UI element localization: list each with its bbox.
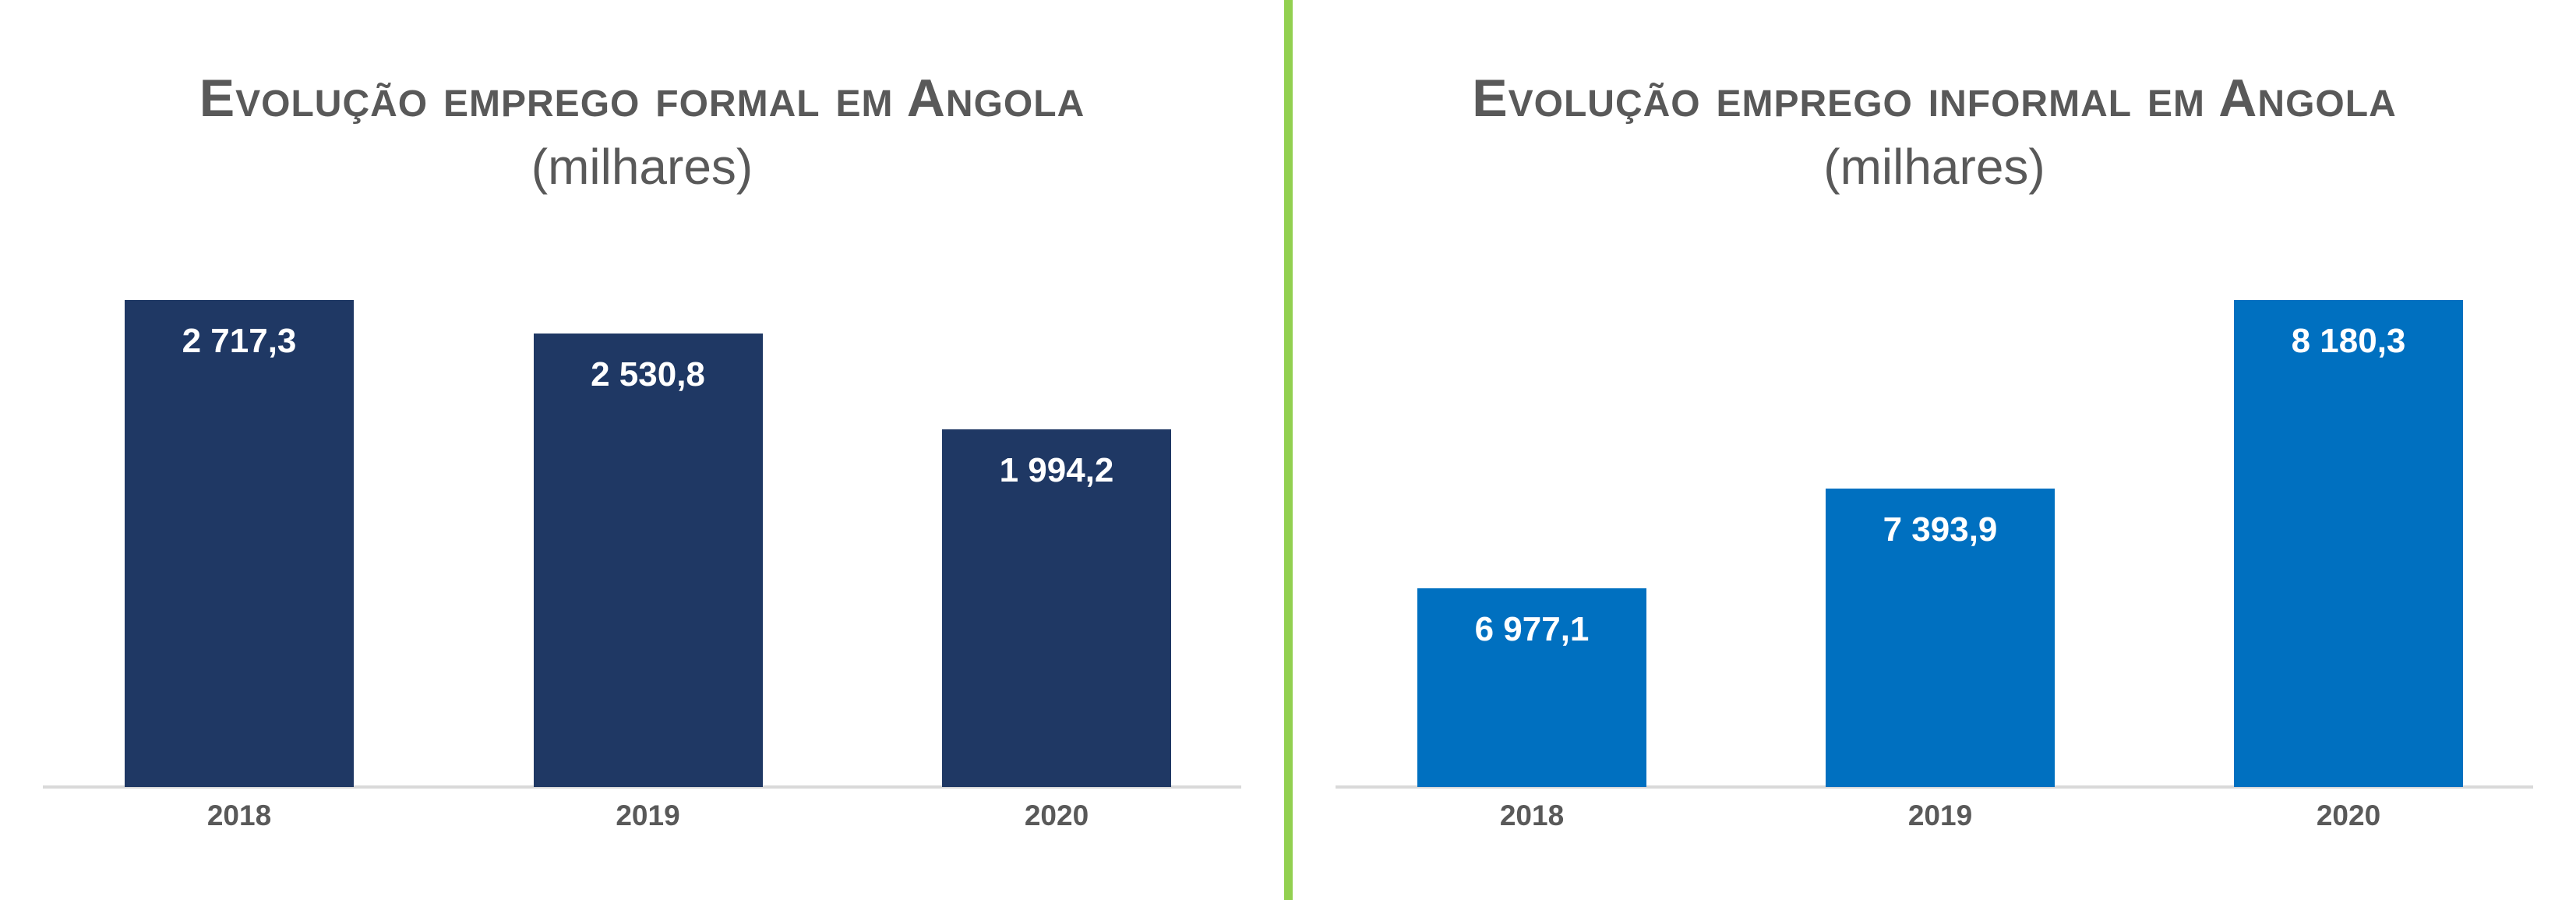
x-tick-informal-2019: 2019 — [1907, 799, 1973, 831]
bar-group-informal-2019: 7 393,9 2019 — [1826, 249, 2055, 831]
bar-formal-2018: 2 717,3 — [125, 300, 354, 787]
chart-formal-title: Evolução emprego formal em Angola — [199, 69, 1085, 128]
bar-formal-2020: 1 994,2 — [942, 429, 1171, 787]
x-axis-line-formal — [43, 785, 1241, 789]
bar-group-informal-2020: 8 180,3 2020 — [2234, 249, 2463, 831]
bar-group-formal-2020: 1 994,2 2020 — [942, 249, 1171, 831]
bar-group-informal-2018: 6 977,1 2018 — [1417, 249, 1646, 831]
x-tick-formal-2018: 2018 — [206, 799, 272, 831]
x-tick-informal-2018: 2018 — [1499, 799, 1565, 831]
bar-value-label: 2 717,3 — [182, 322, 297, 360]
chart-informal-panel: Evolução emprego informal em Angola (mil… — [1293, 0, 2576, 900]
bar-informal-2020: 8 180,3 — [2234, 299, 2463, 787]
bar-informal-2019: 7 393,9 — [1826, 488, 2055, 787]
bar-group-formal-2018: 2 717,3 2018 — [125, 249, 354, 831]
bar-value-label: 1 994,2 — [999, 451, 1114, 490]
x-tick-informal-2020: 2020 — [2316, 799, 2381, 831]
chart-formal-subtitle: (milhares) — [531, 139, 753, 195]
x-tick-formal-2020: 2020 — [1024, 799, 1089, 831]
bar-value-label: 2 530,8 — [591, 355, 705, 394]
bar-group-formal-2019: 2 530,8 2019 — [533, 249, 763, 831]
bar-informal-2018: 6 977,1 — [1417, 588, 1646, 787]
bar-value-label: 7 393,9 — [1883, 510, 1998, 549]
chart-formal-panel: Evolução emprego formal em Angola (milha… — [0, 0, 1284, 900]
chart-informal-plot-area: 6 977,1 2018 7 393,9 2019 8 180,3 2020 — [1293, 249, 2576, 831]
x-axis-line-informal — [1336, 785, 2533, 789]
panel-divider — [1284, 0, 1293, 900]
chart-formal-plot-area: 2 717,3 2018 2 530,8 2019 1 994,2 2020 — [0, 249, 1284, 831]
chart-informal-title: Evolução emprego informal em Angola — [1472, 69, 2397, 128]
x-tick-formal-2019: 2019 — [616, 799, 680, 831]
bar-value-label: 6 977,1 — [1474, 610, 1590, 649]
chart-informal-subtitle: (milhares) — [1823, 139, 2045, 195]
bar-value-label: 8 180,3 — [2291, 321, 2406, 360]
bar-formal-2019: 2 530,8 — [533, 333, 763, 787]
